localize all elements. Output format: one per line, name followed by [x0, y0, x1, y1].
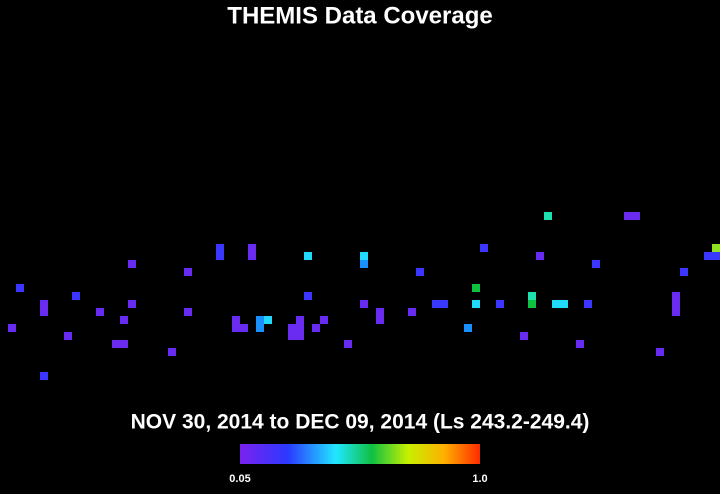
coverage-cell: [360, 252, 368, 260]
coverage-cell: [704, 252, 712, 260]
coverage-cell: [312, 324, 320, 332]
coverage-cell: [232, 324, 240, 332]
coverage-cell: [320, 316, 328, 324]
coverage-cell: [528, 300, 536, 308]
coverage-cell: [40, 300, 48, 308]
coverage-cell: [712, 252, 720, 260]
coverage-cell: [472, 284, 480, 292]
coverage-cell: [128, 300, 136, 308]
coverage-cell: [232, 316, 240, 324]
coverage-cell: [120, 316, 128, 324]
coverage-cell: [520, 332, 528, 340]
coverage-cell: [64, 332, 72, 340]
coverage-cell: [544, 212, 552, 220]
coverage-cell: [296, 316, 304, 324]
coverage-cell: [216, 252, 224, 260]
coverage-cell: [360, 260, 368, 268]
coverage-cell: [184, 268, 192, 276]
coverage-cell: [288, 332, 296, 340]
coverage-cell: [496, 300, 504, 308]
coverage-cell: [288, 324, 296, 332]
colorbar: [240, 444, 480, 464]
coverage-cell: [680, 268, 688, 276]
coverage-cell: [672, 308, 680, 316]
coverage-cell: [304, 292, 312, 300]
coverage-cell: [672, 300, 680, 308]
coverage-cell: [432, 300, 440, 308]
coverage-cell: [256, 324, 264, 332]
coverage-cell: [120, 340, 128, 348]
coverage-cell: [376, 316, 384, 324]
coverage-cell: [344, 340, 352, 348]
coverage-cell: [464, 324, 472, 332]
coverage-cell: [360, 300, 368, 308]
coverage-cell: [416, 268, 424, 276]
coverage-cell: [408, 308, 416, 316]
coverage-cell: [592, 260, 600, 268]
coverage-cell: [536, 252, 544, 260]
coverage-cell: [480, 244, 488, 252]
coverage-cell: [40, 372, 48, 380]
date-range: NOV 30, 2014 to DEC 09, 2014 (Ls 243.2-2…: [131, 411, 590, 434]
coverage-cell: [96, 308, 104, 316]
coverage-cell: [552, 300, 560, 308]
coverage-cell: [528, 292, 536, 300]
coverage-cell: [376, 308, 384, 316]
coverage-cell: [184, 308, 192, 316]
coverage-cell: [256, 316, 264, 324]
coverage-cell: [560, 300, 568, 308]
coverage-cell: [656, 348, 664, 356]
coverage-cell: [296, 332, 304, 340]
coverage-cell: [216, 244, 224, 252]
coverage-cell: [672, 292, 680, 300]
coverage-cell: [112, 340, 120, 348]
coverage-cell: [40, 308, 48, 316]
coverage-cell: [16, 284, 24, 292]
coverage-cell: [128, 260, 136, 268]
coverage-cell: [584, 300, 592, 308]
coverage-cell: [72, 292, 80, 300]
coverage-cell: [240, 324, 248, 332]
coverage-cell: [8, 324, 16, 332]
coverage-cell: [624, 212, 632, 220]
coverage-cell: [248, 252, 256, 260]
colorbar-max-label: 1.0: [472, 473, 487, 485]
coverage-cell: [248, 244, 256, 252]
coverage-cell: [440, 300, 448, 308]
colorbar-min-label: 0.05: [229, 473, 250, 485]
coverage-cell: [168, 348, 176, 356]
coverage-cell: [472, 300, 480, 308]
coverage-cell: [632, 212, 640, 220]
coverage-cells: [8, 212, 720, 380]
title: THEMIS Data Coverage: [227, 2, 492, 29]
coverage-cell: [296, 324, 304, 332]
coverage-cell: [264, 316, 272, 324]
coverage-cell: [712, 244, 720, 252]
coverage-cell: [576, 340, 584, 348]
coverage-cell: [304, 252, 312, 260]
